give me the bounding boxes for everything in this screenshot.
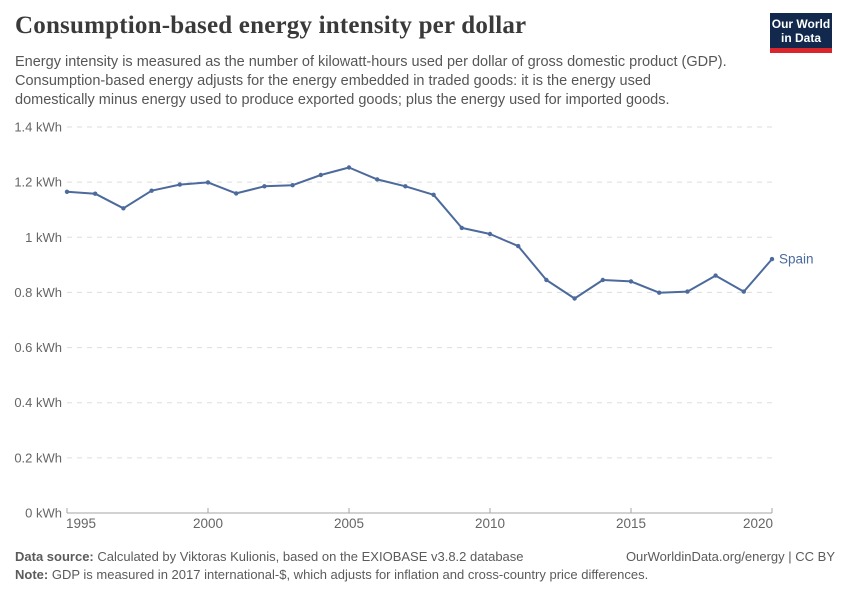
data-source-value: Calculated by Viktoras Kulionis, based o… <box>97 549 524 564</box>
y-axis-tick-label: 0 kWh <box>25 506 62 521</box>
data-point <box>431 192 436 197</box>
data-point <box>346 165 352 170</box>
data-point <box>685 289 690 294</box>
y-axis-tick-label: 1.4 kWh <box>14 120 62 135</box>
data-point <box>516 243 521 249</box>
data-point <box>177 182 182 187</box>
data-point <box>572 296 577 301</box>
x-axis-tick-label: 2015 <box>616 516 646 531</box>
line-chart: 0 kWh 0.2 kWh 0.4 kWh 0.6 kWh 0.8 kWh 1 kWh 1.… <box>14 120 814 532</box>
data-point <box>487 231 493 237</box>
x-axis-tick-label: 2005 <box>334 516 364 531</box>
data-point <box>149 188 154 193</box>
data-point <box>657 290 662 295</box>
x-axis-tick-label: 2020 <box>743 516 773 531</box>
data-source-label: Data source: <box>15 549 94 564</box>
footer-line-1: Data source: Calculated by Viktoras Kuli… <box>15 549 835 564</box>
data-point <box>741 289 746 294</box>
data-point <box>544 277 549 283</box>
y-axis-tick-label: 0.2 kWh <box>14 450 62 465</box>
data-point <box>234 191 239 196</box>
logo-line1: Our World <box>771 17 831 31</box>
data-point <box>121 206 126 211</box>
x-axis-tick-label: 2010 <box>475 516 505 531</box>
y-axis-tick-label: 0.4 kWh <box>14 395 62 410</box>
data-point <box>713 273 718 278</box>
y-axis-tick-label: 0.6 kWh <box>14 340 62 355</box>
data-point <box>459 225 464 231</box>
data-point <box>375 177 380 182</box>
logo-line2: in Data <box>780 31 821 45</box>
data-point <box>318 172 323 178</box>
data-line <box>66 166 773 300</box>
x-axis-tick-label: 1995 <box>66 516 96 531</box>
data-source-text: Data source: Calculated by Viktoras Kuli… <box>15 549 524 564</box>
data-point <box>600 277 605 283</box>
data-point <box>205 180 211 185</box>
owid-url-link[interactable]: OurWorldinData.org/energy | CC BY <box>625 549 835 564</box>
page-title: Consumption-based energy intensity per d… <box>15 12 527 39</box>
data-point <box>290 183 295 188</box>
owid-logo: Our World in Data <box>770 13 832 53</box>
note-value: GDP is measured in 2017 international-$,… <box>51 567 649 582</box>
data-point <box>628 279 634 284</box>
data-point <box>403 184 408 189</box>
y-axis-tick-label: 0.8 kWh <box>14 285 62 300</box>
footer-note: Note: GDP is measured in 2017 internatio… <box>15 567 835 582</box>
data-point <box>64 189 70 194</box>
series-end-label: Spain <box>779 252 814 267</box>
y-axis-tick-label: 1.2 kWh <box>14 175 62 190</box>
data-point <box>262 184 267 189</box>
data-point <box>769 256 775 262</box>
data-point <box>93 191 98 196</box>
chart-subtitle: Energy intensity is measured as the numb… <box>15 54 727 108</box>
x-axis-tick-label: 2000 <box>193 516 223 531</box>
y-axis-tick-label: 1 kWh <box>25 230 62 245</box>
note-label: Note: <box>15 567 49 582</box>
